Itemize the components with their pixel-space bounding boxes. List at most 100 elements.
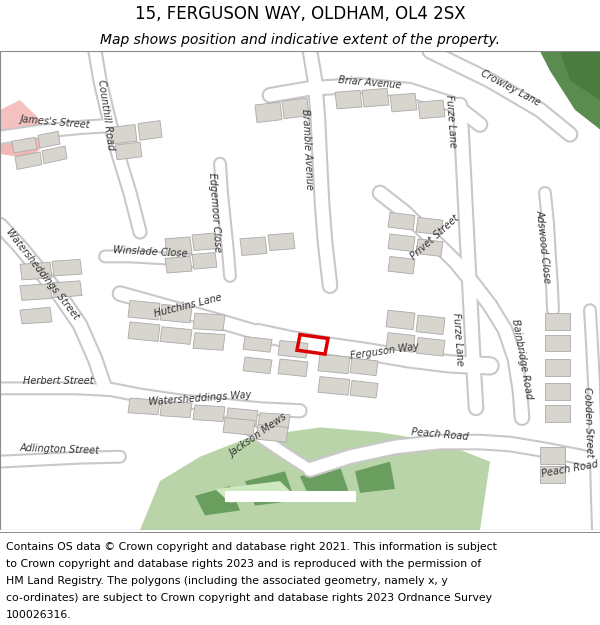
Polygon shape <box>388 256 415 274</box>
Text: Watersheddings Way: Watersheddings Way <box>148 389 252 407</box>
Text: Bainbridge Road: Bainbridge Road <box>510 318 534 400</box>
Polygon shape <box>15 152 42 169</box>
Polygon shape <box>193 313 225 331</box>
Polygon shape <box>545 359 570 376</box>
Polygon shape <box>390 93 417 112</box>
Text: Winslade Close: Winslade Close <box>113 244 187 259</box>
Text: Ferguson Way: Ferguson Way <box>350 341 420 361</box>
Polygon shape <box>193 332 225 350</box>
Text: James's Street: James's Street <box>20 114 91 129</box>
Polygon shape <box>226 408 258 426</box>
Polygon shape <box>243 336 272 352</box>
Polygon shape <box>350 358 378 376</box>
Polygon shape <box>165 256 192 273</box>
Polygon shape <box>243 357 272 374</box>
Polygon shape <box>20 308 52 324</box>
Polygon shape <box>52 281 82 298</box>
Polygon shape <box>416 338 445 356</box>
Polygon shape <box>0 115 50 159</box>
Polygon shape <box>560 51 600 100</box>
Polygon shape <box>278 341 308 358</box>
Polygon shape <box>128 301 160 320</box>
Polygon shape <box>160 327 192 344</box>
Text: Bramble Avenue: Bramble Avenue <box>300 108 314 189</box>
Polygon shape <box>195 486 240 516</box>
Polygon shape <box>245 471 295 506</box>
Polygon shape <box>42 146 67 164</box>
Text: Jackson Mews: Jackson Mews <box>227 412 289 459</box>
Text: Adswood Close: Adswood Close <box>534 209 552 284</box>
Polygon shape <box>350 381 378 398</box>
Text: Peach Road: Peach Road <box>411 427 469 442</box>
Polygon shape <box>416 217 443 235</box>
Text: Edgemoor Close: Edgemoor Close <box>207 173 223 253</box>
Polygon shape <box>318 377 350 395</box>
Text: Cobden Street: Cobden Street <box>582 387 594 458</box>
Polygon shape <box>416 239 443 256</box>
Text: HM Land Registry. The polygons (including the associated geometry, namely x, y: HM Land Registry. The polygons (includin… <box>6 576 448 586</box>
Polygon shape <box>38 131 60 148</box>
Polygon shape <box>0 100 40 134</box>
Polygon shape <box>355 462 395 493</box>
Polygon shape <box>140 428 490 530</box>
Text: Briar Avenue: Briar Avenue <box>338 75 402 90</box>
Polygon shape <box>388 213 415 230</box>
Text: 100026316.: 100026316. <box>6 610 71 620</box>
Polygon shape <box>386 310 415 330</box>
Polygon shape <box>335 91 362 109</box>
Text: Furze Lane: Furze Lane <box>451 312 465 366</box>
Polygon shape <box>416 315 445 334</box>
Text: Crowley Lane: Crowley Lane <box>479 69 541 108</box>
Polygon shape <box>545 405 570 421</box>
Polygon shape <box>540 51 600 129</box>
Polygon shape <box>20 262 52 280</box>
Polygon shape <box>192 233 217 251</box>
Text: Hutchins Lane: Hutchins Lane <box>153 292 223 319</box>
Polygon shape <box>52 259 82 276</box>
Polygon shape <box>215 481 295 502</box>
Polygon shape <box>160 401 192 418</box>
Polygon shape <box>318 354 350 374</box>
Polygon shape <box>128 322 160 341</box>
Polygon shape <box>138 121 162 140</box>
Text: Watersheddings Street: Watersheddings Street <box>4 227 80 321</box>
Polygon shape <box>278 359 308 377</box>
Polygon shape <box>192 253 217 269</box>
Text: 15, FERGUSON WAY, OLDHAM, OL4 2SX: 15, FERGUSON WAY, OLDHAM, OL4 2SX <box>134 6 466 23</box>
Polygon shape <box>545 384 570 400</box>
Polygon shape <box>362 88 389 107</box>
Polygon shape <box>545 313 570 330</box>
Text: to Crown copyright and database rights 2023 and is reproduced with the permissio: to Crown copyright and database rights 2… <box>6 559 481 569</box>
Text: Herbert Street: Herbert Street <box>23 376 94 386</box>
Text: Adlington Street: Adlington Street <box>20 444 100 456</box>
Polygon shape <box>256 424 288 442</box>
Polygon shape <box>545 334 570 351</box>
Text: Contains OS data © Crown copyright and database right 2021. This information is : Contains OS data © Crown copyright and d… <box>6 542 497 552</box>
Polygon shape <box>165 237 192 256</box>
Polygon shape <box>223 418 255 435</box>
Text: Counthill Road: Counthill Road <box>96 79 116 151</box>
Polygon shape <box>300 466 350 499</box>
Polygon shape <box>12 138 37 153</box>
Polygon shape <box>115 142 142 160</box>
Polygon shape <box>540 447 565 464</box>
Polygon shape <box>193 405 225 421</box>
Polygon shape <box>268 233 295 251</box>
Text: co-ordinates) are subject to Crown copyright and database rights 2023 Ordnance S: co-ordinates) are subject to Crown copyr… <box>6 593 492 603</box>
Polygon shape <box>388 234 415 251</box>
Text: Peach Road: Peach Road <box>541 459 599 479</box>
Polygon shape <box>386 332 415 352</box>
Polygon shape <box>282 98 309 119</box>
Polygon shape <box>258 412 290 429</box>
Polygon shape <box>240 237 267 256</box>
Text: Privet Street: Privet Street <box>409 213 461 261</box>
Polygon shape <box>110 124 137 144</box>
Polygon shape <box>540 466 565 483</box>
Polygon shape <box>20 284 52 301</box>
Polygon shape <box>128 398 160 415</box>
Polygon shape <box>418 100 445 119</box>
Text: Furze Lane: Furze Lane <box>444 95 458 149</box>
Polygon shape <box>160 304 192 323</box>
Text: Map shows position and indicative extent of the property.: Map shows position and indicative extent… <box>100 33 500 47</box>
Polygon shape <box>255 102 282 122</box>
